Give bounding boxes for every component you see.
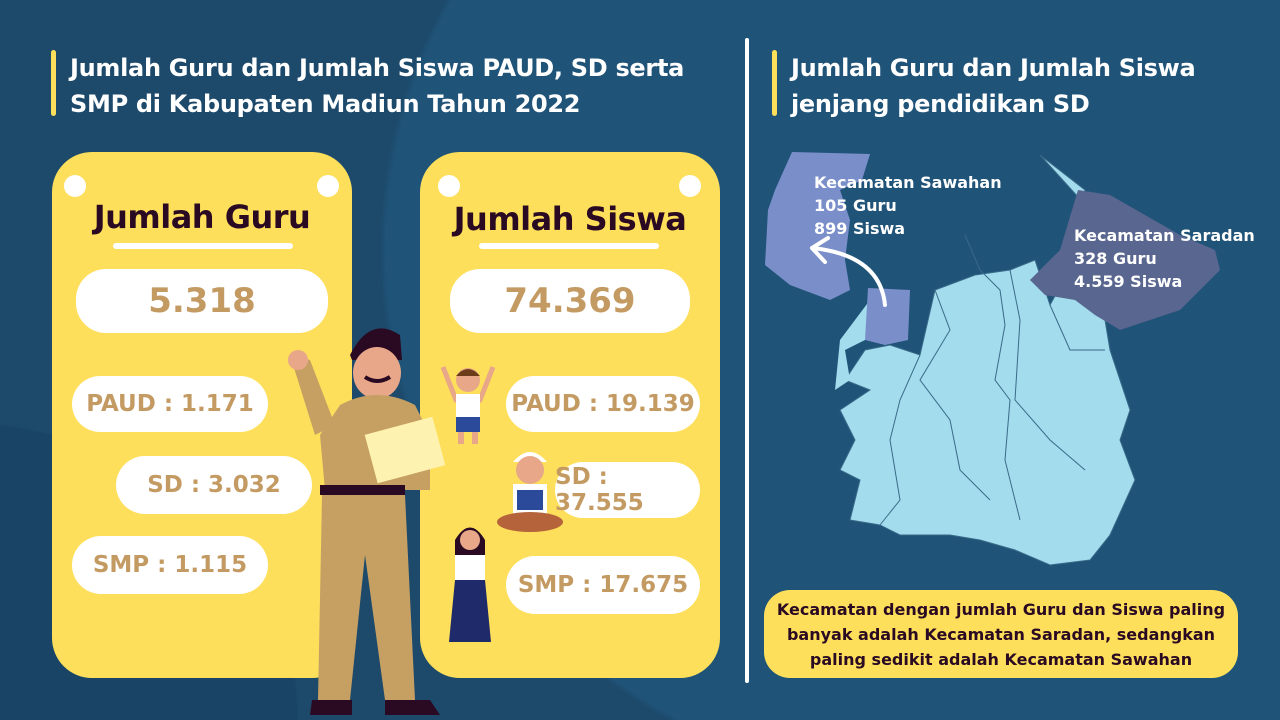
note-line: paling sedikit adalah Kecamatan Sawahan <box>809 649 1193 669</box>
sawahan-name: Kecamatan Sawahan <box>814 173 1002 192</box>
note-line: Kecamatan dengan jumlah Guru dan Siswa p… <box>776 599 1226 619</box>
right-title-line: jenjang pendidikan SD <box>791 90 1090 118</box>
card-hole <box>317 175 339 197</box>
student-reading-illustration <box>497 452 563 532</box>
sawahan-siswa: 899 Siswa <box>814 219 906 238</box>
title-accent-bar <box>772 50 777 116</box>
right-title-line: Jumlah Guru dan Jumlah Siswa <box>791 54 1196 82</box>
saradan-guru: 328 Guru <box>1074 249 1157 268</box>
arrow-icon <box>810 236 887 307</box>
saradan-siswa: 4.559 Siswa <box>1074 272 1183 291</box>
map-region-main <box>839 154 1136 566</box>
vertical-divider <box>745 38 749 683</box>
student-boy-illustration <box>440 366 496 444</box>
guru-sd: SD : 3.032 <box>116 456 312 514</box>
card-hole <box>64 175 86 197</box>
siswa-smp: SMP : 17.675 <box>506 556 700 614</box>
madiun-map <box>765 152 1220 566</box>
left-title-line: SMP di Kabupaten Madiun Tahun 2022 <box>70 90 581 118</box>
map-region-saradan <box>1030 190 1220 330</box>
title-underline <box>113 243 293 249</box>
guru-paud: PAUD : 1.171 <box>72 376 268 432</box>
title-underline <box>479 243 659 249</box>
card-hole <box>679 175 701 197</box>
saradan-label: Kecamatan Saradan 328 Guru 4.559 Siswa <box>1074 224 1255 293</box>
sawahan-guru: 105 Guru <box>814 196 897 215</box>
student-girl-illustration <box>449 527 491 642</box>
siswa-total: 74.369 <box>450 269 690 333</box>
guru-card-title: Jumlah Guru <box>93 198 311 236</box>
left-title: Jumlah Guru dan Jumlah Siswa PAUD, SD se… <box>70 50 684 122</box>
siswa-paud: PAUD : 19.139 <box>506 376 700 432</box>
map-region-sawahan <box>765 152 870 300</box>
right-title: Jumlah Guru dan Jumlah Siswa jenjang pen… <box>791 50 1196 122</box>
left-title-line: Jumlah Guru dan Jumlah Siswa PAUD, SD se… <box>70 54 685 82</box>
note-line: banyak adalah Kecamatan Saradan, sedangk… <box>786 624 1216 644</box>
siswa-sd: SD : 37.555 <box>555 462 700 518</box>
saradan-name: Kecamatan Saradan <box>1074 226 1255 245</box>
title-accent-bar <box>51 50 56 116</box>
card-hole <box>438 175 460 197</box>
teacher-illustration <box>288 328 446 715</box>
sawahan-label: Kecamatan Sawahan 105 Guru 899 Siswa <box>814 171 1002 240</box>
summary-note: Kecamatan dengan jumlah Guru dan Siswa p… <box>764 590 1238 678</box>
map-region-sawahan-south <box>865 288 910 345</box>
siswa-card-title: Jumlah Siswa <box>453 200 687 238</box>
guru-smp: SMP : 1.115 <box>72 536 268 594</box>
guru-total: 5.318 <box>76 269 328 333</box>
